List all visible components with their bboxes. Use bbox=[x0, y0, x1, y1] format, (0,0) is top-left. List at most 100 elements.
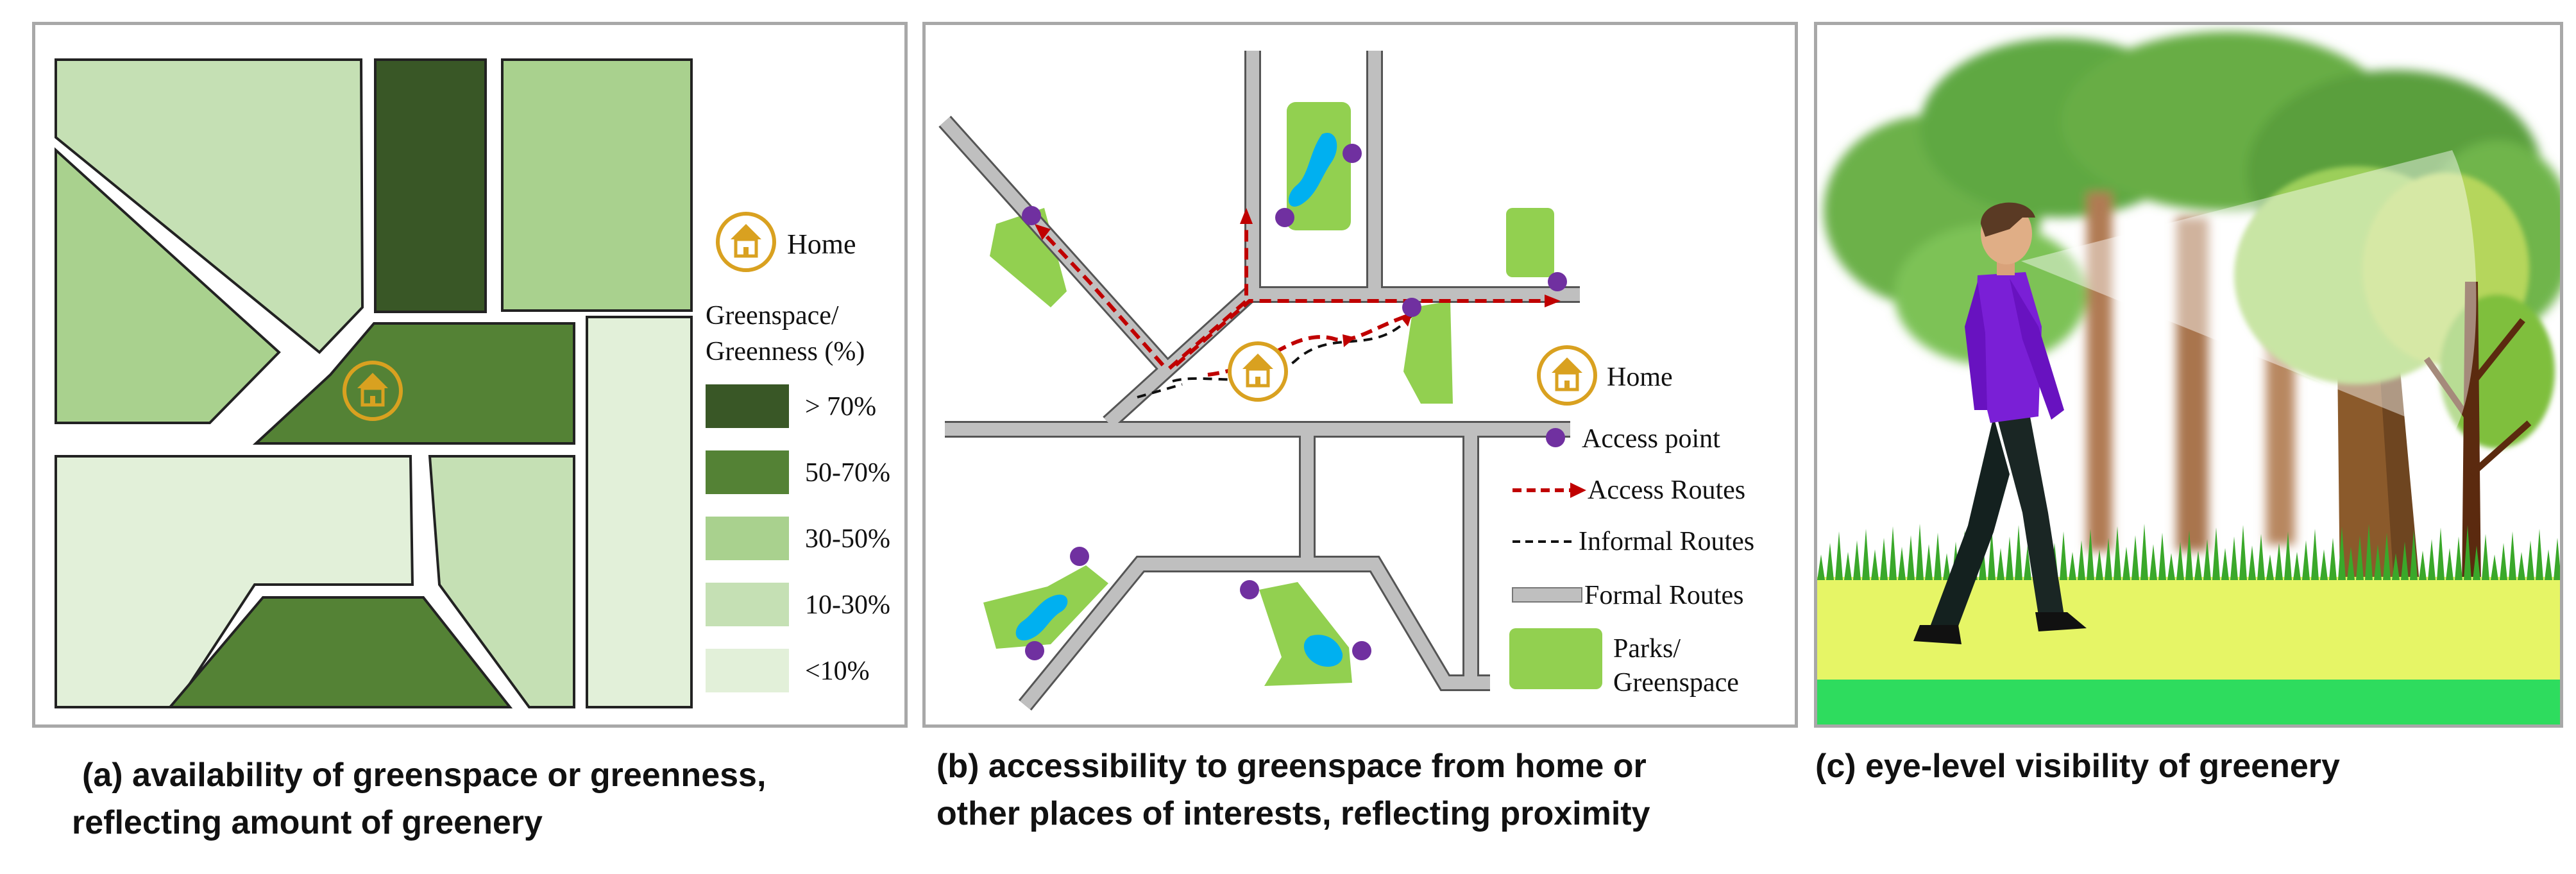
grass-blade bbox=[2383, 533, 2391, 580]
caption-a-line2: reflecting amount of greenery bbox=[72, 804, 543, 841]
grass-blade bbox=[2149, 544, 2157, 580]
grass-blade bbox=[2527, 540, 2534, 580]
access-route-legend-arrow bbox=[1570, 483, 1586, 498]
grass-blade bbox=[2212, 527, 2220, 580]
accessibility-map: Home Access point Access Routes Informal… bbox=[938, 51, 1754, 711]
informal-routes bbox=[1137, 313, 1414, 398]
grass-blade bbox=[2491, 554, 2498, 580]
grass-blade bbox=[2311, 529, 2319, 580]
grass-blade bbox=[2356, 535, 2364, 580]
grass-blade bbox=[2131, 535, 2139, 580]
grass-blade bbox=[2167, 553, 2175, 580]
panel-c-eye-level-scene bbox=[1814, 22, 2563, 728]
water-bodies bbox=[1015, 133, 1343, 667]
small-tree-trunk bbox=[2462, 282, 2481, 590]
access-point bbox=[1070, 547, 1089, 566]
grass-blade bbox=[1862, 529, 1870, 580]
grass-blade bbox=[2015, 525, 2022, 580]
grass-blade bbox=[2096, 549, 2103, 580]
grass-blade bbox=[2428, 539, 2436, 580]
park-south bbox=[1259, 582, 1352, 686]
access-point-legend-icon bbox=[1546, 428, 1565, 447]
caption-b-line1: (b) accessibility to greenspace from hom… bbox=[936, 748, 1647, 785]
park-ne bbox=[1506, 208, 1554, 277]
legend-swatch bbox=[706, 450, 789, 494]
legend-classes: > 70% 50-70% 30-50% 10-30% <10% bbox=[706, 384, 890, 692]
grass-blade bbox=[2069, 552, 2076, 580]
legend-parks-line1: Parks/ bbox=[1613, 634, 1681, 664]
foreground-foliage bbox=[2234, 166, 2555, 449]
legend-home-label: Home bbox=[787, 228, 856, 260]
access-point bbox=[1025, 641, 1044, 660]
grass-blade bbox=[1889, 526, 1897, 580]
grass-blade bbox=[2329, 538, 2337, 580]
legend-swatch bbox=[706, 517, 789, 560]
block-nw-left bbox=[55, 147, 281, 424]
legend-title-line2: Greenness (%) bbox=[706, 337, 865, 366]
grass-blade bbox=[2123, 547, 2130, 580]
legend-formal-routes: Formal Routes bbox=[1584, 581, 1744, 610]
grass-blade bbox=[2482, 534, 2489, 580]
grass-blade bbox=[1853, 540, 1861, 580]
ground-strip bbox=[1817, 680, 2560, 724]
grass-blade bbox=[2374, 544, 2382, 580]
grass-blade bbox=[1916, 524, 1924, 580]
legend-informal-routes: Informal Routes bbox=[1579, 527, 1754, 556]
grass-blade bbox=[2185, 530, 2193, 580]
grass-blade bbox=[1907, 535, 1915, 580]
block-s-center bbox=[428, 455, 575, 708]
grass-blade bbox=[2087, 529, 2094, 580]
access-point bbox=[1240, 580, 1259, 599]
grass-blade bbox=[2257, 534, 2265, 580]
access-point bbox=[1275, 208, 1294, 227]
grass-blade bbox=[2509, 531, 2516, 580]
grass-blade bbox=[2401, 542, 2409, 580]
grass-blade bbox=[2419, 551, 2427, 580]
park-legend-icon bbox=[1509, 628, 1602, 689]
walking-person bbox=[1913, 202, 2087, 644]
grass-blade bbox=[2410, 530, 2418, 580]
panel-b-accessibility-map: Home Access point Access Routes Informal… bbox=[922, 22, 1798, 728]
grass-blade bbox=[1943, 553, 1951, 580]
home-icon-legend bbox=[716, 212, 776, 272]
grass-blade bbox=[2284, 531, 2292, 580]
access-point bbox=[1352, 641, 1371, 660]
block-nw-top bbox=[55, 58, 364, 354]
grass-blade bbox=[2194, 551, 2202, 580]
access-point bbox=[1548, 272, 1567, 291]
legend-class-label: 50-70% bbox=[805, 458, 890, 488]
legend-swatch bbox=[706, 649, 789, 692]
panel-a-greenness-map: Home Greenspace/ Greenness (%) > 70% 50-7… bbox=[32, 22, 908, 728]
formal-route-legend-icon bbox=[1512, 587, 1582, 603]
grass-blade bbox=[2446, 548, 2453, 580]
park-center bbox=[1403, 301, 1453, 404]
caption-a-line1: (a) availability of greenspace or greenn… bbox=[82, 757, 767, 794]
grass-blade bbox=[2518, 552, 2525, 580]
water-south bbox=[1303, 635, 1343, 667]
access-point bbox=[1343, 144, 1362, 163]
grass-blade bbox=[1925, 544, 1933, 580]
home-icon-map bbox=[343, 361, 403, 421]
grass-blade bbox=[2275, 543, 2283, 580]
legend-home: Home bbox=[1607, 363, 1673, 392]
water-sw bbox=[1015, 594, 1068, 641]
greenness-map: Home Greenspace/ Greenness (%) > 70% 50-7… bbox=[55, 58, 890, 708]
grass-blade bbox=[2545, 549, 2552, 580]
view-cone bbox=[2021, 150, 2477, 436]
grass-blade bbox=[1817, 554, 1825, 580]
caption-b-line2: other places of interests, reflecting pr… bbox=[936, 795, 1650, 832]
legend-class-label: 10-30% bbox=[805, 590, 890, 620]
access-route-arrows bbox=[1035, 208, 1561, 362]
legend-class-label: <10% bbox=[805, 656, 870, 686]
grass-blade bbox=[2176, 542, 2184, 580]
grass-blade bbox=[2158, 533, 2166, 580]
grass-blade bbox=[2266, 554, 2274, 580]
grass-blade bbox=[1898, 547, 1906, 580]
grass-blade bbox=[2455, 536, 2462, 580]
legend-class-label: > 70% bbox=[805, 392, 876, 422]
grass-blade bbox=[2392, 553, 2400, 580]
grass-blade bbox=[1844, 552, 1852, 580]
grass-blade bbox=[2060, 531, 2067, 580]
grass-blade bbox=[2230, 536, 2238, 580]
legend-swatch bbox=[706, 384, 789, 428]
